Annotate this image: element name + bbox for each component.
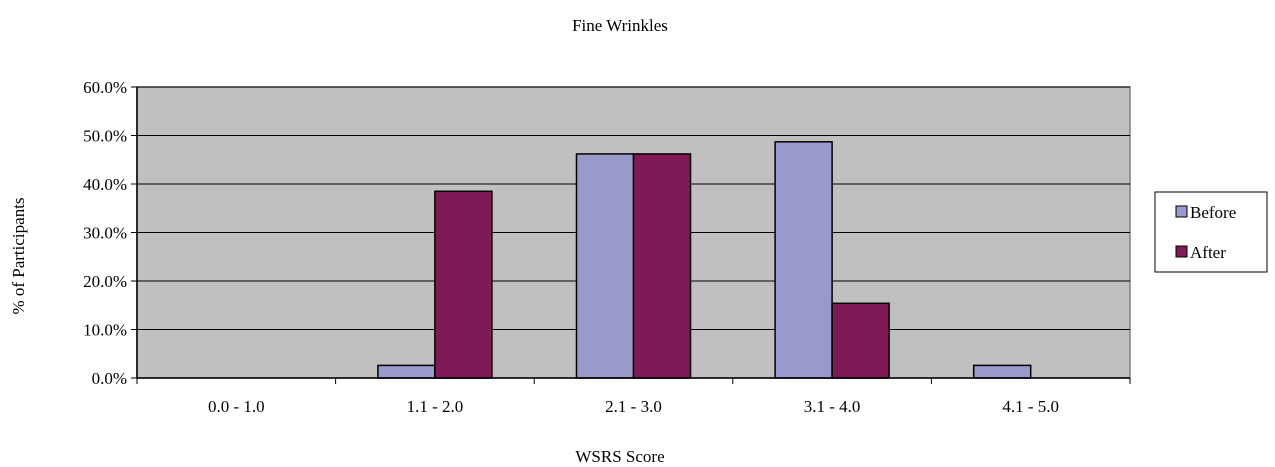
- y-axis: 0.0% 10.0% 20.0% 30.0% 40.0% 50.0% 60.0%: [83, 78, 138, 388]
- bar-before: [377, 364, 436, 379]
- y-tick-label: 10.0%: [83, 321, 127, 340]
- legend-label: Before: [1190, 203, 1236, 222]
- y-tick-label: 50.0%: [83, 127, 127, 146]
- y-tick-label: 0.0%: [92, 369, 127, 388]
- bar-after: [632, 153, 692, 379]
- y-axis-label: % of Participants: [9, 197, 28, 314]
- bars: [377, 141, 1032, 379]
- bar-before: [575, 153, 635, 379]
- x-tick-label: 0.0 - 1.0: [208, 397, 265, 416]
- bar-before: [972, 364, 1032, 379]
- chart-title: Fine Wrinkles: [572, 16, 668, 35]
- y-tick-label: 20.0%: [83, 272, 127, 291]
- legend-box: [1154, 191, 1268, 273]
- x-axis-label: WSRS Score: [575, 447, 664, 466]
- legend-swatch: [1175, 205, 1188, 218]
- bar-after: [831, 302, 890, 379]
- y-tick-label: 40.0%: [83, 175, 127, 194]
- gridlines: [137, 86, 1130, 330]
- x-tick-label: 3.1 - 4.0: [804, 397, 861, 416]
- y-tick-label: 60.0%: [83, 78, 127, 97]
- legend-swatch: [1175, 245, 1188, 258]
- bar-after: [434, 190, 493, 379]
- legend-label: After: [1190, 243, 1226, 262]
- x-axis: 0.0 - 1.0 1.1 - 2.0 2.1 - 3.0 3.1 - 4.0 4.1 …: [136, 377, 1131, 416]
- legend: Before After: [1154, 191, 1268, 273]
- x-tick-label: 2.1 - 3.0: [605, 397, 662, 416]
- bar-before: [774, 141, 833, 379]
- y-tick-label: 30.0%: [83, 224, 127, 243]
- x-tick-label: 1.1 - 2.0: [407, 397, 464, 416]
- x-tick-label: 4.1 - 5.0: [1002, 397, 1059, 416]
